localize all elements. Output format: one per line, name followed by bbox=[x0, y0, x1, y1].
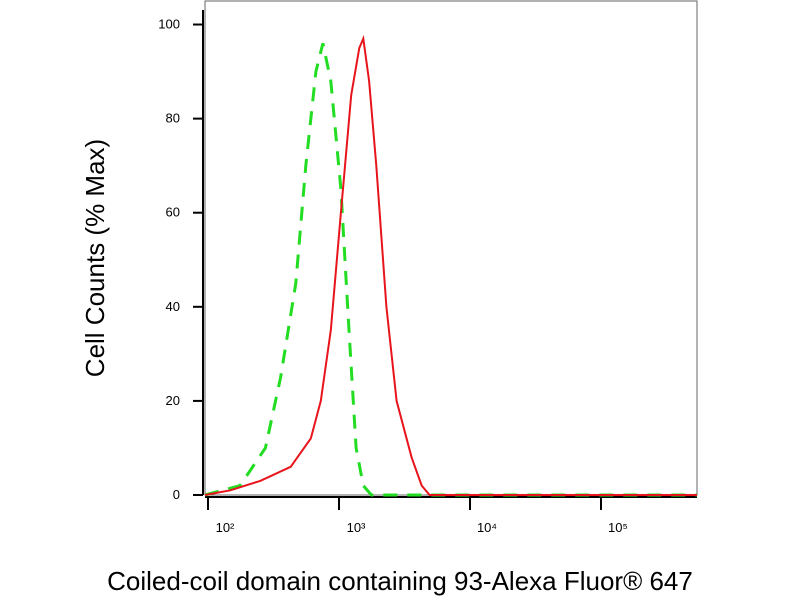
y-tick-label: 0 bbox=[173, 487, 180, 502]
series-line bbox=[204, 34, 697, 496]
x-axis-label: Coiled-coil domain containing 93-Alexa F… bbox=[107, 566, 693, 596]
x-tick-label: 10³ bbox=[347, 520, 366, 535]
y-tick-label: 40 bbox=[166, 299, 180, 314]
y-axis-label: Cell Counts (% Max) bbox=[80, 139, 110, 377]
x-tick-label: 10² bbox=[216, 520, 235, 535]
y-tick-label: 100 bbox=[158, 17, 180, 32]
y-tick-label: 60 bbox=[166, 205, 180, 220]
x-tick-label: 10⁴ bbox=[477, 520, 497, 535]
series-line bbox=[204, 42, 697, 497]
y-tick-label: 80 bbox=[166, 111, 180, 126]
plot-frame bbox=[204, 0, 698, 496]
x-tick-label: 10⁵ bbox=[608, 520, 628, 535]
y-tick-label: 20 bbox=[166, 393, 180, 408]
